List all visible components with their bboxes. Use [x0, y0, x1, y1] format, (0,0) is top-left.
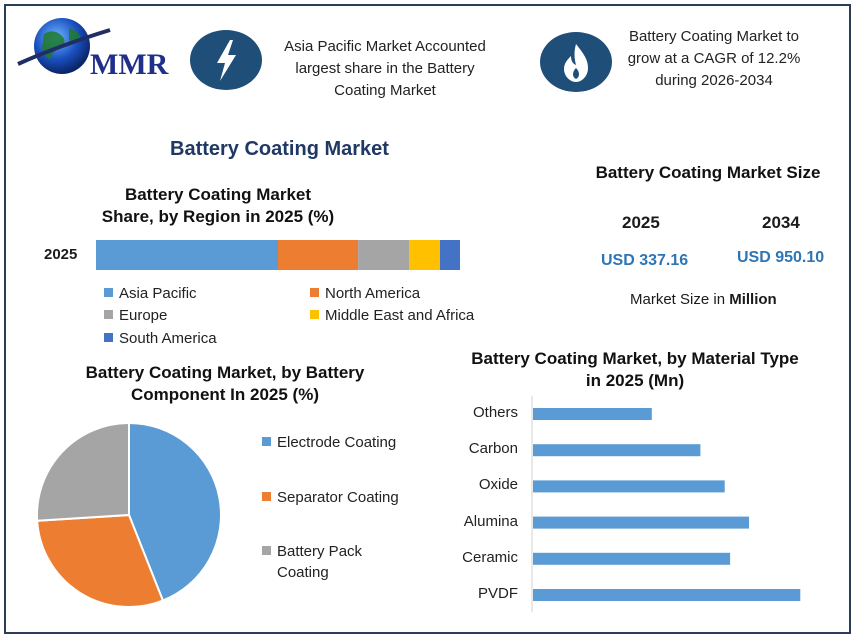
page-title: Battery Coating Market [170, 138, 389, 160]
material-bar-carbon [533, 444, 701, 457]
flame-badge [540, 32, 612, 92]
year-2025: 2025 [622, 213, 660, 232]
legend-label: North America [325, 285, 421, 302]
market-size-title: Battery Coating Market Size [595, 163, 821, 182]
market-size-note-prefix: Market Size in [630, 291, 730, 308]
legend-item-battery-pack-coating: Battery Pack Coating [262, 541, 362, 583]
lightning-badge [190, 30, 262, 90]
legend-swatch [104, 333, 113, 342]
legend-item-middle-east-and-africa: Middle East and Africa [310, 307, 474, 324]
svg-text:MMR: MMR [90, 48, 169, 80]
legend-item-asia-pacific: Asia Pacific [104, 285, 197, 302]
flame-icon [564, 44, 588, 82]
material-label-ceramic: Ceramic [462, 548, 518, 566]
legend-label: Europe [119, 307, 168, 324]
value-2025: USD 337.16 [601, 252, 689, 269]
legend-item-electrode-coating: Electrode Coating [262, 432, 396, 453]
material-label-oxide: Oxide [478, 476, 518, 494]
region-bar-segment-north-america [278, 240, 359, 270]
pie-slice-battery-pack-coating [36, 421, 130, 522]
legend-item-separator-coating: Separator Coating [262, 487, 399, 508]
material-bar-others [533, 408, 652, 420]
legend-item-south-america: South America [104, 330, 217, 347]
material-bar-pvdf [533, 589, 801, 601]
legend-swatch [310, 310, 319, 319]
legend-swatch [104, 310, 113, 319]
material-bar-alumina [533, 516, 749, 529]
value-2034: USD 950.10 [737, 249, 825, 266]
pie-slice-separator-coating [36, 513, 165, 608]
legend-label: Middle East and Africa [325, 307, 475, 324]
legend-label: South America [119, 330, 217, 347]
market-size-note: Market Size in Million [630, 291, 777, 308]
market-size-unit: Million [729, 291, 777, 308]
pie-slice-electrode-coating [128, 421, 222, 602]
legend-swatch [262, 492, 271, 501]
material-label-pvdf: PVDF [477, 585, 518, 602]
legend-item-north-america: North America [310, 285, 420, 302]
legend-swatch [262, 437, 271, 446]
globe-icon: MMR [17, 18, 169, 81]
region-bar-segment-europe [358, 240, 410, 270]
fact-cagr: Battery Coating Market to grow at a CAGR… [627, 28, 801, 89]
legend-swatch [104, 288, 113, 297]
region-stacked-bar [96, 240, 460, 270]
region-bar-segment-south-america [439, 240, 460, 270]
mmr-logo: MMR [14, 16, 174, 81]
component-chart-title: Battery Coating Market, by Battery Compo… [85, 363, 365, 404]
legend-swatch [310, 288, 319, 297]
material-bar-chart [531, 396, 801, 612]
material-bar-oxide [533, 480, 725, 493]
component-pie-chart [36, 421, 222, 608]
legend-swatch [262, 546, 271, 555]
year-2034: 2034 [762, 213, 800, 232]
lightning-icon [217, 40, 236, 81]
material-chart-title: Battery Coating Market, by Material Type… [471, 349, 799, 390]
legend-item-europe: Europe [104, 307, 167, 324]
region-chart-title: Battery Coating Market Share, by Region … [101, 185, 335, 226]
legend-label: Asia Pacific [119, 285, 197, 302]
fact-asia-pacific: Asia Pacific Market Accounted largest sh… [284, 38, 486, 99]
material-label-others: Others [472, 404, 518, 421]
legend-label: Coating [277, 564, 329, 581]
region-year-label: 2025 [44, 246, 78, 263]
region-bar-segment-asia-pacific [96, 240, 278, 270]
legend-label: Separator Coating [277, 489, 399, 506]
material-label-alumina: Alumina [463, 512, 518, 530]
region-bar-segment-middle-east-and-africa [409, 240, 440, 270]
legend-label: Electrode Coating [277, 434, 397, 451]
material-label-carbon: Carbon [468, 440, 518, 458]
legend-label: Battery Pack [277, 543, 363, 560]
material-bar-ceramic [533, 552, 731, 565]
